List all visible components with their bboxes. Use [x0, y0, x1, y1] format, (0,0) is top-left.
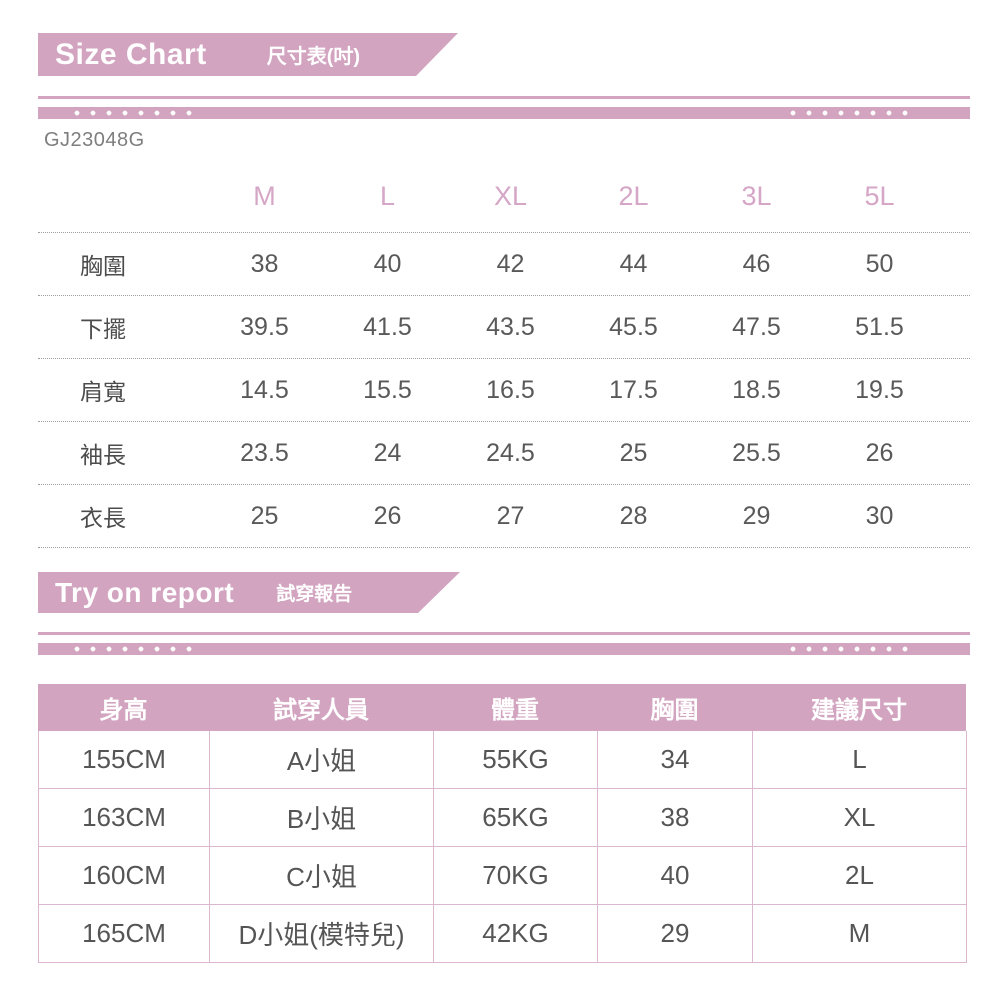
size-row-label: 衣長 — [80, 505, 126, 531]
size-value-cell: 39.5 — [240, 312, 289, 341]
size-column-header: 5L — [864, 180, 895, 211]
size-table: M L XL 2L 3L 5L 胸圍 38 40 42 44 46 50 下擺 … — [38, 160, 970, 548]
divider-dots-right — [790, 110, 916, 116]
tryon-cell-suggested-size: M — [753, 905, 967, 963]
tryon-cell-height: 165CM — [39, 905, 210, 963]
tryon-header-weight: 體重 — [491, 697, 539, 724]
tryon-report-banner: Try on report 試穿報告 — [38, 572, 460, 613]
size-table-row-chest: 胸圍 38 40 42 44 46 50 — [38, 233, 970, 296]
divider-dots-left — [74, 110, 200, 116]
divider-dots-left — [74, 646, 200, 652]
tryon-cell-height: 155CM — [39, 731, 210, 789]
tryon-report-title: Try on report — [55, 576, 235, 608]
size-table-row-sleeve: 袖長 23.5 24 24.5 25 25.5 26 — [38, 422, 970, 485]
tryon-cell-chest: 34 — [598, 731, 753, 789]
divider-tryon — [38, 632, 970, 655]
tryon-cell-suggested-size: XL — [753, 789, 967, 847]
product-code: GJ23048G — [44, 129, 145, 151]
tryon-cell-model: A小姐 — [210, 731, 434, 789]
size-row-label: 肩寬 — [80, 379, 126, 405]
size-value-cell: 27 — [496, 501, 525, 530]
size-value-cell: 44 — [619, 249, 648, 278]
tryon-cell-height: 163CM — [39, 789, 210, 847]
tryon-cell-model: C小姐 — [210, 847, 434, 905]
tryon-header-chest: 胸圍 — [650, 697, 699, 724]
size-value-cell: 43.5 — [486, 312, 535, 341]
size-value-cell: 18.5 — [732, 375, 781, 404]
tryon-table-row: 163CM B小姐 65KG 38 XL — [38, 789, 967, 847]
size-value-cell: 51.5 — [855, 312, 904, 341]
tryon-table-row: 160CM C小姐 70KG 40 2L — [38, 847, 967, 905]
size-column-header: 2L — [618, 180, 649, 211]
size-value-cell: 17.5 — [609, 375, 658, 404]
size-value-cell: 45.5 — [609, 312, 658, 341]
size-column-header: L — [379, 180, 396, 211]
tryon-cell-weight: 42KG — [434, 905, 598, 963]
size-value-cell: 28 — [619, 501, 648, 530]
tryon-cell-suggested-size: 2L — [753, 847, 967, 905]
size-value-cell: 26 — [373, 501, 402, 530]
size-value-cell: 41.5 — [363, 312, 412, 341]
tryon-report-subtitle-zh: 試穿報告 — [276, 584, 353, 605]
size-value-cell: 16.5 — [486, 375, 535, 404]
tryon-table-row: 165CM D小姐(模特兒) 42KG 29 M — [38, 905, 967, 963]
tryon-cell-model: B小姐 — [210, 789, 434, 847]
divider-bar — [38, 107, 970, 119]
size-column-header: M — [253, 180, 276, 211]
size-value-cell: 19.5 — [855, 375, 904, 404]
size-value-cell: 40 — [373, 249, 402, 278]
size-chart-banner: Size Chart 尺寸表(吋) — [38, 33, 458, 76]
tryon-cell-suggested-size: L — [753, 731, 967, 789]
size-table-row-shoulder: 肩寬 14.5 15.5 16.5 17.5 18.5 19.5 — [38, 359, 970, 422]
size-value-cell: 15.5 — [363, 375, 412, 404]
size-table-row-length: 衣長 25 26 27 28 29 30 — [38, 485, 970, 548]
size-value-cell: 26 — [865, 438, 894, 467]
size-value-cell: 25 — [250, 501, 279, 530]
size-chart-subtitle-zh: 尺寸表(吋) — [266, 46, 361, 68]
tryon-header-suggested-size: 建議尺寸 — [811, 697, 907, 724]
size-row-label: 袖長 — [80, 442, 126, 468]
size-value-cell: 24.5 — [486, 438, 535, 467]
tryon-cell-weight: 65KG — [434, 789, 598, 847]
size-value-cell: 29 — [742, 501, 771, 530]
tryon-table: 身高 試穿人員 體重 胸圍 建議尺寸 155CM A小姐 55KG 34 L 1… — [38, 684, 967, 963]
tryon-table-row: 155CM A小姐 55KG 34 L — [38, 731, 967, 789]
tryon-cell-height: 160CM — [39, 847, 210, 905]
size-value-cell: 30 — [865, 501, 894, 530]
tryon-cell-weight: 55KG — [434, 731, 598, 789]
size-value-cell: 14.5 — [240, 375, 289, 404]
size-value-cell: 24 — [373, 438, 402, 467]
tryon-cell-chest: 38 — [598, 789, 753, 847]
tryon-cell-chest: 40 — [598, 847, 753, 905]
size-column-header: 3L — [741, 180, 772, 211]
size-value-cell: 46 — [742, 249, 771, 278]
size-value-cell: 25 — [619, 438, 648, 467]
size-row-label: 下擺 — [80, 316, 126, 342]
tryon-table-header-row: 身高 試穿人員 體重 胸圍 建議尺寸 — [38, 684, 966, 731]
size-chart-title: Size Chart — [55, 37, 207, 71]
size-table-header-row: M L XL 2L 3L 5L — [38, 160, 970, 233]
divider-size-chart — [38, 96, 970, 119]
size-value-cell: 50 — [865, 249, 894, 278]
tryon-cell-model: D小姐(模特兒) — [210, 905, 434, 963]
divider-dots-right — [790, 646, 916, 652]
size-value-cell: 47.5 — [732, 312, 781, 341]
divider-thin-line — [38, 632, 970, 635]
size-value-cell: 25.5 — [732, 438, 781, 467]
tryon-cell-weight: 70KG — [434, 847, 598, 905]
size-table-row-hem: 下擺 39.5 41.5 43.5 45.5 47.5 51.5 — [38, 296, 970, 359]
tryon-cell-chest: 29 — [598, 905, 753, 963]
tryon-header-model: 試穿人員 — [273, 697, 369, 724]
size-value-cell: 23.5 — [240, 438, 289, 467]
size-row-label: 胸圍 — [80, 253, 126, 279]
tryon-header-height: 身高 — [99, 697, 148, 724]
divider-bar — [38, 643, 970, 655]
size-value-cell: 42 — [496, 249, 525, 278]
divider-thin-line — [38, 96, 970, 99]
size-column-header: XL — [493, 180, 528, 211]
size-value-cell: 38 — [250, 249, 279, 278]
